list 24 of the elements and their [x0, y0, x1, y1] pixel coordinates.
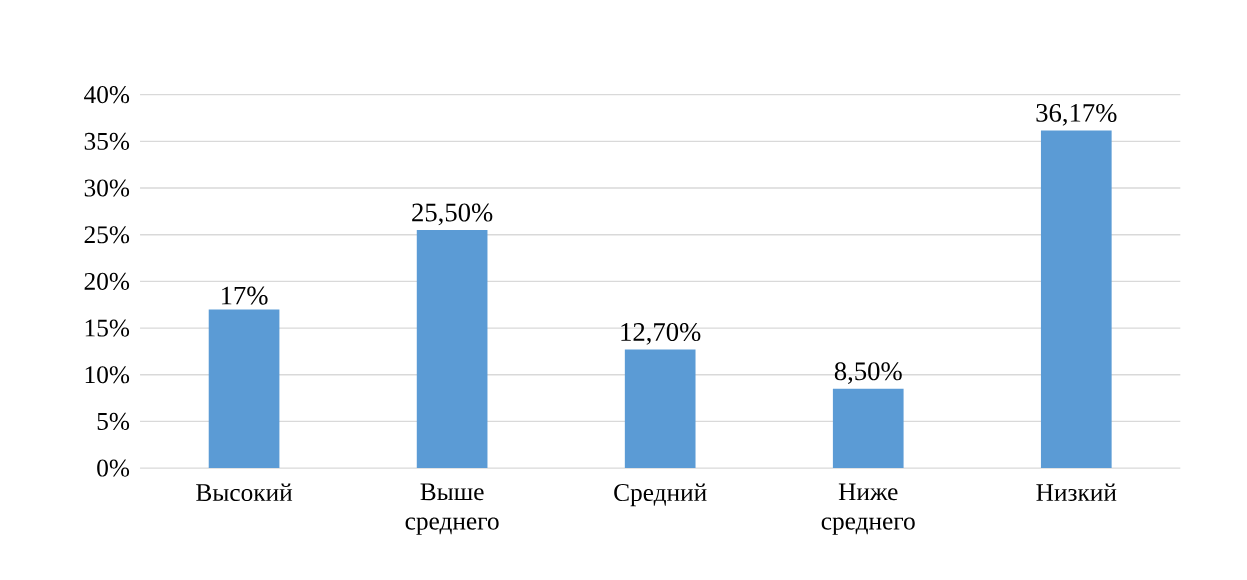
bar: [416, 229, 488, 469]
y-tick-label: 35%: [84, 132, 130, 150]
y-tick-label: 15%: [85, 319, 130, 337]
data-label: 12,70%: [621, 322, 701, 345]
bar: [208, 309, 280, 469]
x-tick-label: Ниже среднего: [821, 483, 915, 535]
y-tick-label: 10%: [85, 366, 130, 384]
y-tick-label: 25%: [84, 226, 130, 244]
x-tick-label: Выше среднего: [405, 483, 499, 535]
bar: [624, 349, 696, 469]
x-tick-label: Низкий: [1036, 483, 1117, 502]
data-label: 17%: [221, 286, 268, 305]
bar: [1040, 130, 1112, 469]
data-label: 25,50%: [412, 203, 493, 226]
y-tick-label: 40%: [84, 86, 130, 104]
y-tick-label: 30%: [84, 179, 130, 197]
y-tick-label: 0%: [97, 459, 130, 477]
x-tick-label: Средний: [614, 483, 707, 507]
y-tick-label: 20%: [84, 272, 130, 290]
x-tick-label: Высокий: [196, 483, 293, 502]
data-label: 36,17%: [1036, 103, 1117, 126]
y-tick-label: 5%: [97, 412, 130, 430]
data-label: 8,50%: [834, 362, 902, 384]
bar: [832, 388, 904, 469]
